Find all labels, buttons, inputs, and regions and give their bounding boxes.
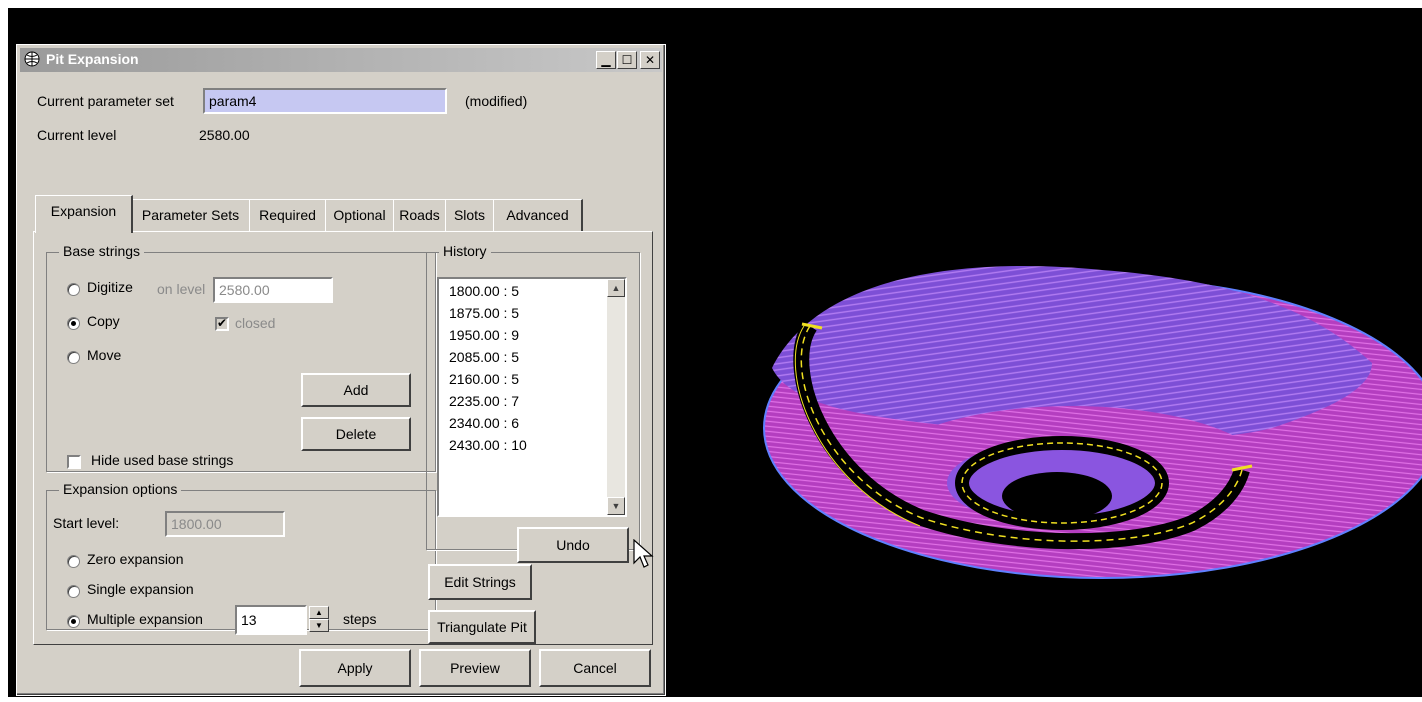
tab-slots[interactable]: Slots [445,199,495,231]
move-radio[interactable] [67,351,80,364]
param-set-label: Current parameter set [37,93,174,109]
history-item[interactable]: 2160.00 : 5 [449,371,520,387]
history-item[interactable]: 2235.00 : 7 [449,393,520,409]
tab-optional[interactable]: Optional [325,199,395,231]
history-scrollbar[interactable]: ▲ ▼ [607,279,625,515]
multiple-expansion-radio[interactable] [67,615,80,628]
expansion-tab-panel: Base strings Digitize on level 2580.00 C… [33,231,653,645]
tab-parameter-sets[interactable]: Parameter Sets [131,199,251,231]
mouse-cursor-icon [633,539,654,568]
road-start-marker [801,322,823,330]
history-item[interactable]: 1800.00 : 5 [449,283,520,299]
pit-model-render [763,265,1422,579]
preview-button[interactable]: Preview [419,649,531,687]
modified-label: (modified) [465,93,528,109]
close-icon[interactable]: ✕ [640,51,660,69]
single-expansion-label: Single expansion [87,581,194,597]
zero-expansion-label: Zero expansion [87,551,184,567]
single-expansion-radio[interactable] [67,585,80,598]
hide-used-checkbox[interactable] [67,455,81,469]
history-item[interactable]: 2430.00 : 10 [449,437,527,453]
move-label: Move [87,347,122,363]
steps-label: steps [343,611,377,627]
window-title: Pit Expansion [46,51,139,67]
base-strings-title: Base strings [59,243,145,259]
app-globe-icon [24,51,40,67]
road-spiral [793,321,1250,550]
history-group: History 1800.00 : 5 1875.00 : 5 1950.00 … [426,243,640,563]
digitize-radio[interactable] [67,283,80,296]
edit-strings-button[interactable]: Edit Strings [428,564,532,600]
on-level-field[interactable]: 2580.00 [213,277,333,303]
history-item[interactable]: 2340.00 : 6 [449,415,520,431]
history-item[interactable]: 1875.00 : 5 [449,305,520,321]
param-set-field[interactable]: param4 [203,88,447,114]
tab-roads[interactable]: Roads [393,199,447,231]
tab-expansion[interactable]: Expansion [35,195,133,233]
triangulate-pit-button[interactable]: Triangulate Pit [428,610,536,644]
3d-viewport[interactable] [672,8,1422,697]
closed-checkbox[interactable] [215,316,229,331]
history-title: History [439,243,491,259]
closed-label: closed [235,315,276,331]
spin-up-icon[interactable]: ▲ [309,606,329,619]
history-list[interactable]: 1800.00 : 5 1875.00 : 5 1950.00 : 9 2085… [437,277,627,517]
start-level-field[interactable]: 1800.00 [165,511,285,537]
expansion-options-group: Expansion options Start level: 1800.00 Z… [46,481,436,635]
pit-upper-wall [772,265,1372,440]
history-item[interactable]: 2085.00 : 5 [449,349,520,365]
pit-expansion-dialog: Pit Expansion ▁ ☐ ✕ Current parameter se… [16,44,666,696]
steps-spinner[interactable]: ▲ ▼ [309,606,329,634]
copy-radio[interactable] [67,317,80,330]
digitize-label: Digitize [87,279,133,295]
multiple-expansion-label: Multiple expansion [87,611,203,627]
on-level-label: on level [157,281,206,297]
road-end-marker [1231,464,1253,472]
tab-required[interactable]: Required [249,199,327,231]
zero-expansion-radio[interactable] [67,555,80,568]
application-workspace: Pit Expansion ▁ ☐ ✕ Current parameter se… [8,8,1422,697]
scroll-down-icon[interactable]: ▼ [607,497,625,515]
start-level-label: Start level: [53,515,120,531]
current-level-value: 2580.00 [199,127,250,143]
copy-label: Copy [87,313,120,329]
tab-advanced[interactable]: Advanced [493,199,583,231]
undo-button[interactable]: Undo [517,527,629,563]
title-bar[interactable]: Pit Expansion ▁ ☐ ✕ [20,48,662,72]
hide-used-label: Hide used base strings [91,452,234,468]
apply-button[interactable]: Apply [299,649,411,687]
steps-input[interactable]: 13 [235,605,307,635]
add-button[interactable]: Add [301,373,411,407]
base-strings-group: Base strings Digitize on level 2580.00 C… [46,243,436,472]
current-level-label: Current level [37,127,117,143]
delete-button[interactable]: Delete [301,417,411,451]
scroll-up-icon[interactable]: ▲ [607,279,625,297]
history-item[interactable]: 1950.00 : 9 [449,327,520,343]
spin-down-icon[interactable]: ▼ [309,619,329,632]
minimize-icon[interactable]: ▁ [596,51,616,69]
cancel-button[interactable]: Cancel [539,649,651,687]
maximize-icon[interactable]: ☐ [617,51,637,69]
expansion-options-title: Expansion options [59,481,182,497]
pit-bottom [1002,472,1112,520]
